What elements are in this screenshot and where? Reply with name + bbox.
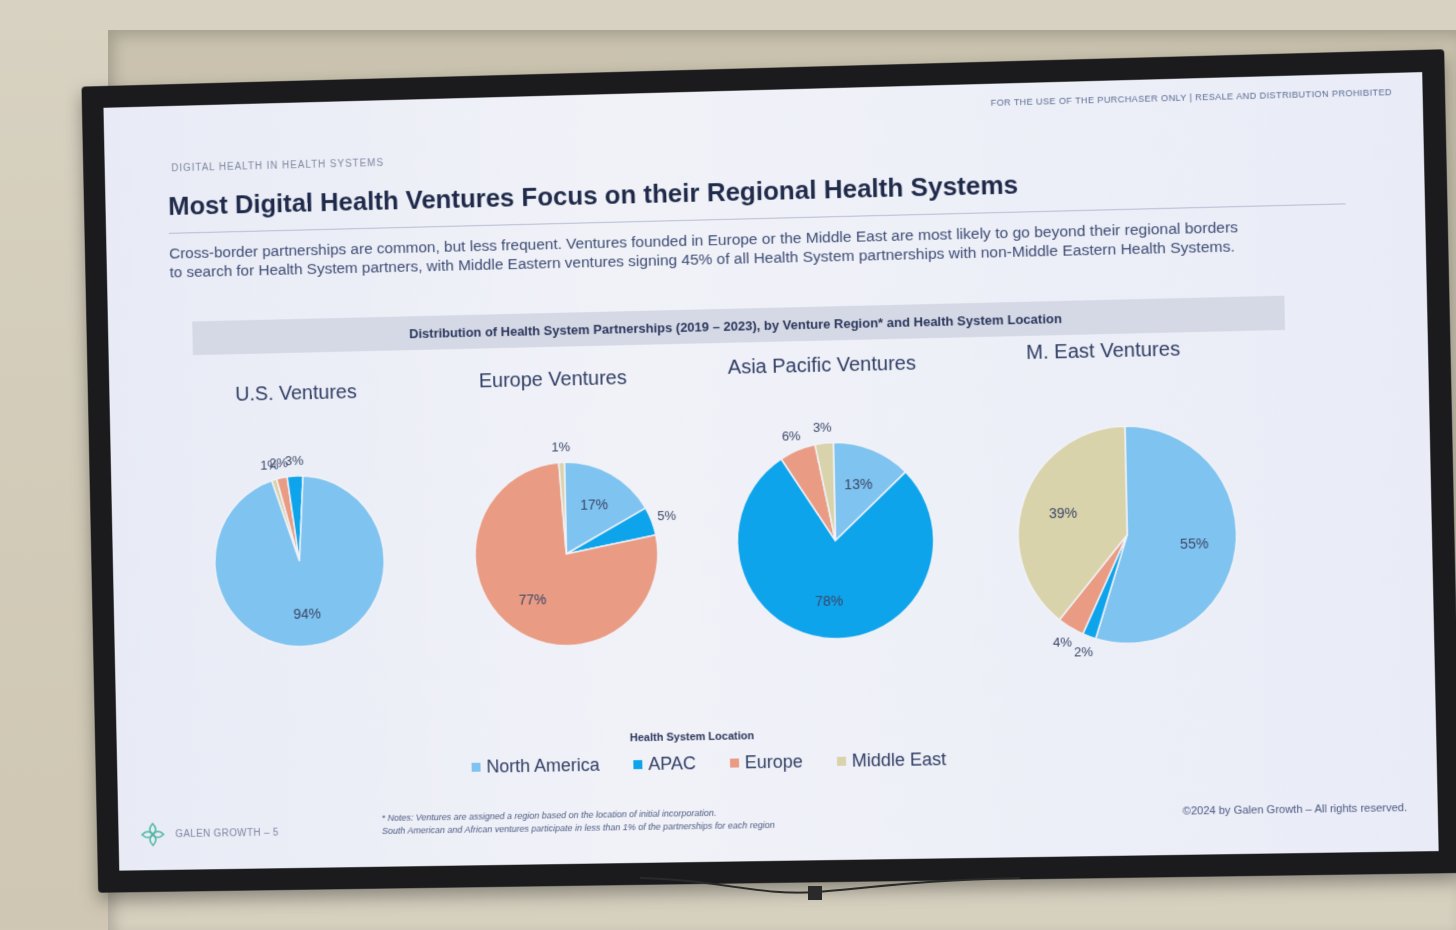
pie-charts-svg: 1%2%3%94%17%5%77%1%13%78%6%3%55%2%4%39% — [149, 388, 1395, 742]
cross-logo-icon — [140, 821, 166, 847]
chart-title-europe: Europe Ventures — [434, 366, 673, 394]
legend-label-middle-east: Middle East — [852, 749, 947, 772]
pie-label-europe-middle-east: 1% — [551, 439, 570, 454]
section-eyebrow: DIGITAL HEALTH IN HEALTH SYSTEMS — [171, 158, 384, 174]
logo-text: GALEN GROWTH – 5 — [175, 827, 279, 839]
pie-label-apac-europe: 6% — [782, 428, 802, 444]
legend-swatch-north-america — [472, 763, 481, 772]
tv-monitor: FOR THE USE OF THE PURCHASER ONLY | RESA… — [82, 49, 1456, 892]
legend-item-middle-east: Middle East — [837, 749, 947, 772]
legend-label-europe: Europe — [745, 751, 803, 773]
copyright: ©2024 by Galen Growth – All rights reser… — [1183, 802, 1408, 818]
pie-label-europe-north-america: 17% — [580, 496, 608, 513]
pie-label-europe-europe: 77% — [519, 591, 547, 608]
legend-title: Health System Location — [630, 730, 755, 744]
chart-legend: North America APAC Europe Middle East — [471, 749, 946, 778]
pie-label-meast-apac: 2% — [1074, 644, 1094, 660]
legend-item-apac: APAC — [633, 753, 696, 775]
footnote: * Notes: Ventures are assigned a region … — [382, 806, 775, 838]
pie-label-apac-middle-east: 3% — [813, 420, 833, 436]
legend-item-north-america: North America — [471, 755, 599, 778]
cable — [640, 876, 1020, 906]
usage-notice: FOR THE USE OF THE PURCHASER ONLY | RESA… — [991, 87, 1393, 108]
legend-label-north-america: North America — [486, 755, 600, 778]
legend-swatch-middle-east — [837, 757, 846, 766]
chart-title-us: U.S. Ventures — [178, 380, 415, 408]
pie-label-apac-apac: 78% — [815, 593, 843, 610]
chart-title-meast: M. East Ventures — [982, 337, 1225, 366]
legend-item-europe: Europe — [730, 751, 803, 773]
legend-label-apac: APAC — [648, 753, 696, 775]
pie-label-meast-europe: 4% — [1053, 634, 1073, 650]
pie-label-us-apac: 3% — [285, 453, 304, 468]
pie-label-us-north-america: 94% — [293, 605, 321, 621]
chart-title-apac: Asia Pacific Ventures — [702, 352, 943, 380]
galen-growth-logo: GALEN GROWTH – 5 — [140, 820, 279, 848]
legend-swatch-apac — [633, 760, 642, 769]
slide-screen: FOR THE USE OF THE PURCHASER ONLY | RESA… — [103, 72, 1438, 871]
pie-label-apac-north-america: 13% — [844, 476, 872, 493]
pie-label-europe-apac: 5% — [657, 508, 677, 523]
pie-label-meast-middle-east: 39% — [1049, 505, 1078, 522]
pie-label-meast-north-america: 55% — [1180, 536, 1209, 553]
legend-swatch-europe — [730, 758, 739, 767]
slide-subtitle: Cross-border partnerships are common, bu… — [169, 218, 1247, 282]
pie-charts-area: U.S. Ventures Europe Ventures Asia Pacif… — [148, 358, 1395, 742]
